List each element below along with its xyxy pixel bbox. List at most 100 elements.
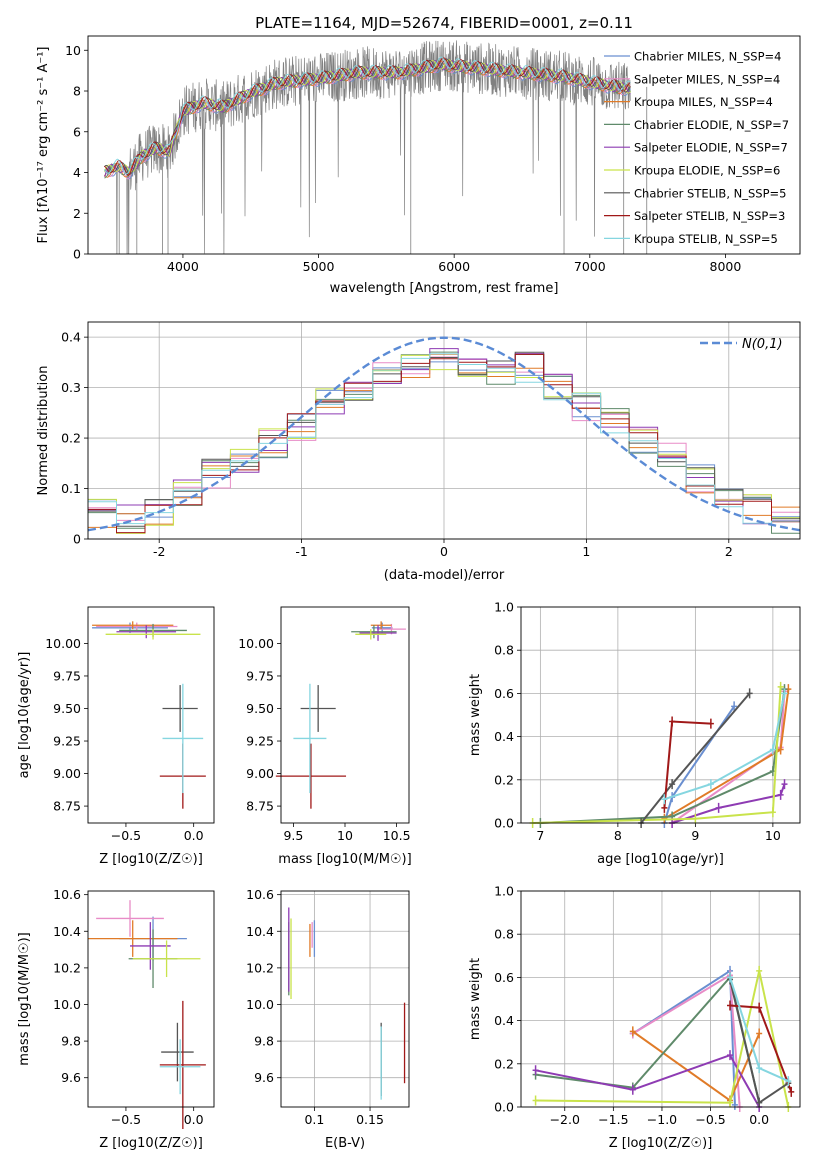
legend-label: Chabrier ELODIE, N_SSP=7: [634, 118, 789, 132]
weight-point: [756, 1097, 763, 1108]
y-tick-label: 9.75: [246, 668, 274, 683]
weight-point: [707, 718, 714, 729]
weight-point: [727, 972, 734, 983]
axes-frame: [280, 890, 410, 1108]
y-axis-label: mass weight: [468, 958, 483, 1040]
histogram-salpeter-stelib: [88, 353, 800, 534]
x-tick-label: −2.0: [550, 1112, 580, 1127]
weight-point: [785, 1076, 792, 1087]
x-tick-label: −1.0: [647, 1112, 677, 1127]
x-axis-label: (data-model)/error: [384, 568, 505, 583]
legend-label: Kroupa ELODIE, N_SSP=6: [634, 164, 780, 178]
y-tick-label: 0.0: [494, 816, 514, 831]
axes-frame: [520, 606, 801, 824]
panel-mass_vs_ebv: 0.1 0.15 9.6 9.8 10.0 10.2 10.4 10.6 E(B-V): [246, 887, 410, 1151]
y-tick-label: 1.0: [494, 600, 514, 615]
x-tick-label: 0.0: [184, 828, 204, 843]
y-tick-label: 0.4: [494, 1013, 514, 1028]
x-tick-label: 0.15: [356, 1112, 384, 1127]
panel-weight_vs_Z: −2.0 −1.5 −1.0 −0.5 0.0 0.0 0.2 0.4 0.6 0.8 1.0 Z […: [468, 884, 801, 1151]
errorbar-point: [116, 625, 177, 639]
x-tick-label: 0.0: [749, 1112, 769, 1127]
x-tick-label: 9.5: [283, 828, 303, 843]
axes-frame: [87, 890, 215, 1108]
y-tick-label: 9.00: [53, 766, 81, 781]
x-axis-label: E(B-V): [325, 1136, 365, 1151]
panel-spectrum: 4000 5000 6000 7000 8000 0 2 4 6 8 10 PLATE=1164, M…: [36, 14, 801, 296]
errorbar-point: [130, 922, 171, 970]
errorbar-point: [355, 629, 387, 640]
weight-point: [532, 1065, 539, 1076]
y-tick-label: 9.6: [61, 1070, 81, 1085]
weight-line-chabrier-elodie: [540, 688, 786, 824]
x-tick-label: 10: [765, 828, 781, 843]
model-spectrum-chabrier-stelib: [103, 58, 631, 175]
legend-label: Chabrier STELIB, N_SSP=5: [634, 186, 786, 200]
y-tick-label: 10.4: [53, 924, 81, 939]
panel-mass_vs_Z: −0.5 0.0 9.6 9.8 10.0 10.2 10.4 10.6 Z [log10(Z/…: [17, 887, 215, 1151]
weight-series: [529, 681, 792, 828]
weight-point: [777, 681, 784, 692]
y-tick-label: 9.6: [254, 1070, 274, 1085]
weight-point: [756, 1063, 763, 1074]
histogram-chabrier-miles: [88, 361, 800, 518]
error-bars: [88, 900, 206, 1129]
y-tick-label: 10.6: [246, 887, 274, 902]
y-tick-label: 6: [73, 124, 81, 139]
y-tick-label: 0.4: [61, 330, 81, 345]
x-axis-label: wavelength [Angstrom, rest frame]: [330, 281, 559, 296]
x-tick-label: 9: [691, 828, 699, 843]
histogram-salpeter-elodie: [88, 348, 800, 525]
weight-line-kroupa-elodie: [535, 970, 790, 1108]
histogram-kroupa-stelib: [88, 353, 800, 525]
weight-point: [629, 1084, 636, 1095]
weight-series: [532, 965, 795, 1112]
error-bars: [92, 621, 206, 809]
y-tick-label: 0.2: [494, 1056, 514, 1071]
model-spectrum-kroupa-elodie: [103, 59, 631, 173]
x-axis-label: mass [log10(M/M☉)]: [278, 852, 411, 867]
x-axis-label: age [log10(age/yr)]: [597, 852, 724, 867]
weight-point: [532, 1095, 539, 1106]
x-tick-label: 1: [582, 544, 590, 559]
x-tick-label: 2: [725, 544, 733, 559]
panel-age_vs_mass: 9.5 10 10.5 8.75 9.00 9.25 9.50 9.75 10.00 mass […: [238, 606, 412, 867]
y-tick-label: 10.0: [246, 997, 274, 1012]
weight-line-salpeter-elodie: [535, 1053, 761, 1108]
axes-frame: [87, 321, 801, 540]
x-tick-label: 0.0: [184, 1112, 204, 1127]
y-tick-label: 9.25: [246, 734, 274, 749]
x-tick-label: 0.1: [304, 1112, 324, 1127]
errorbar-point: [162, 683, 204, 794]
panel-age_vs_Z: −0.5 0.0 8.75 9.00 9.25 9.50 9.75 10.00 Z [log10…: [17, 606, 215, 867]
weight-point: [669, 716, 676, 727]
x-tick-label: 8: [614, 828, 622, 843]
x-tick-label: −1.5: [598, 1112, 628, 1127]
weight-point: [661, 794, 668, 805]
y-tick-label: 0.8: [494, 643, 514, 658]
errorbar-point: [275, 743, 347, 809]
weight-point: [777, 744, 784, 755]
chart-title: PLATE=1164, MJD=52674, FIBERID=0001, z=0…: [255, 14, 633, 32]
legend-label: N(0,1): [742, 337, 783, 352]
weight-point: [781, 688, 788, 699]
y-tick-label: 10: [65, 43, 81, 58]
panel-residuals: -2 -1 0 1 2 0 0.1 0.2 0.3 0.4 (data-model)/error No…: [36, 321, 801, 583]
y-axis-label: age [log10(age/yr)]: [17, 652, 32, 779]
weight-point: [781, 779, 788, 790]
x-tick-label: −0.5: [111, 1112, 141, 1127]
histogram-kroupa-elodie: [88, 354, 800, 534]
x-tick-label: 4000: [167, 259, 199, 274]
grid-lines: [521, 890, 800, 1108]
y-tick-label: 9.8: [254, 1034, 274, 1049]
weight-point: [661, 802, 668, 813]
model-spectrum-salpeter-elodie: [103, 60, 631, 177]
y-tick-label: 0.6: [494, 970, 514, 985]
weight-point: [756, 1002, 763, 1013]
weight-point: [669, 779, 676, 790]
x-axis-label: Z [log10(Z/Z☉)]: [99, 852, 203, 867]
legend: N(0,1): [700, 337, 783, 352]
x-tick-label: -1: [295, 544, 307, 559]
y-tick-label: 9.8: [61, 1034, 81, 1049]
errorbar-point: [161, 1022, 194, 1082]
